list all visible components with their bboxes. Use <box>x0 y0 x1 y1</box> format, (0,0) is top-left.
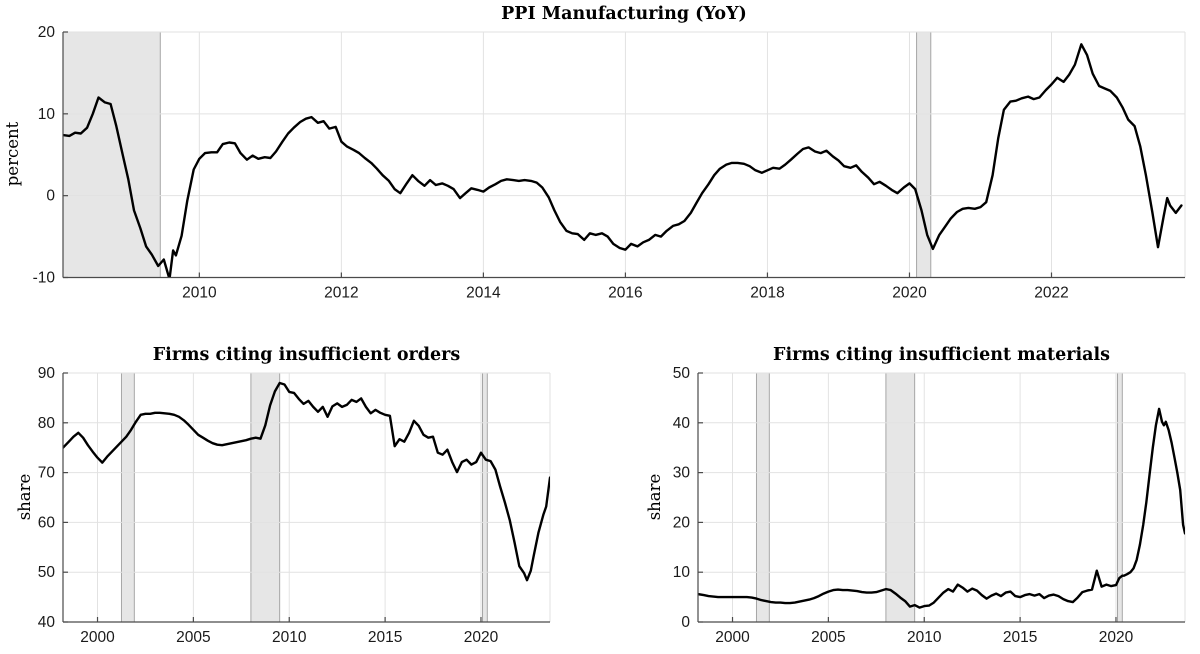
orders-plot: 2000 2005 2010 2015 2020 40 50 60 70 80 90 <box>38 365 551 646</box>
ppi-plot: 2010 2012 2014 2016 2018 2020 2022 -10 0 10 20 <box>33 24 1186 302</box>
materials-y-tick-label: 30 <box>673 465 691 482</box>
materials-y-tick-label: 40 <box>673 415 691 432</box>
orders-y-tick-label: 90 <box>38 365 56 382</box>
orders-y-tick-label: 40 <box>38 614 56 631</box>
materials-plot: 2000 2005 2010 2015 2020 0 10 20 30 40 50 <box>673 365 1186 646</box>
recession-band <box>916 32 931 278</box>
materials-y-tick-label: 50 <box>673 365 691 382</box>
ppi-y-tick-label: 10 <box>38 106 56 123</box>
ppi-y-tick-label: 0 <box>46 188 55 205</box>
materials-y-tick-label: 10 <box>673 564 691 581</box>
recession-band <box>1117 373 1123 622</box>
y-axis-label-share-orders: share <box>15 473 34 521</box>
ppi-x-tick-label: 2014 <box>466 285 501 302</box>
ppi-x-tick-label: 2022 <box>1034 285 1068 302</box>
orders-y-tick-label: 80 <box>38 415 56 432</box>
materials-y-tick-label: 20 <box>673 514 691 531</box>
materials-x-tick-label: 2020 <box>1099 629 1134 646</box>
orders-x-tick-label: 2000 <box>80 629 115 646</box>
ppi-x-tick-label: 2010 <box>182 285 217 302</box>
recession-band <box>756 373 770 622</box>
recession-band <box>885 373 915 622</box>
ppi-x-tick-label: 2016 <box>608 285 642 302</box>
y-axis-label-share-materials: share <box>645 473 664 521</box>
orders-series-line <box>63 381 550 582</box>
orders-y-tick-label: 50 <box>38 564 56 581</box>
materials-x-tick-label: 2015 <box>1003 629 1037 646</box>
orders-x-tick-label: 2015 <box>368 629 402 646</box>
ppi-x-tick-label: 2020 <box>892 285 927 302</box>
chart-title-ppi: PPI Manufacturing (YoY) <box>501 4 747 24</box>
chart-title-orders: Firms citing insufficient orders <box>152 345 461 365</box>
orders-y-tick-label: 70 <box>38 465 56 482</box>
ppi-x-tick-label: 2018 <box>750 285 784 302</box>
recession-band <box>121 373 135 622</box>
materials-series-line <box>698 407 1185 609</box>
orders-x-tick-label: 2010 <box>272 629 307 646</box>
materials-x-tick-label: 2005 <box>811 629 845 646</box>
orders-x-tick-label: 2020 <box>464 629 499 646</box>
materials-x-tick-label: 2010 <box>907 629 942 646</box>
orders-x-tick-label: 2005 <box>176 629 210 646</box>
chart-title-materials: Firms citing insufficient materials <box>773 345 1110 365</box>
recession-band <box>250 373 280 622</box>
ppi-x-tick-label: 2012 <box>324 285 358 302</box>
materials-y-tick-label: 0 <box>681 614 690 631</box>
ppi-y-tick-label: -10 <box>33 270 56 287</box>
materials-x-tick-label: 2000 <box>715 629 750 646</box>
orders-y-tick-label: 60 <box>38 514 56 531</box>
recession-band <box>63 32 161 278</box>
ppi-y-tick-label: 20 <box>38 24 56 41</box>
y-axis-label-percent: percent <box>3 121 22 187</box>
ppi-series-line <box>63 43 1183 278</box>
recession-band <box>482 373 488 622</box>
